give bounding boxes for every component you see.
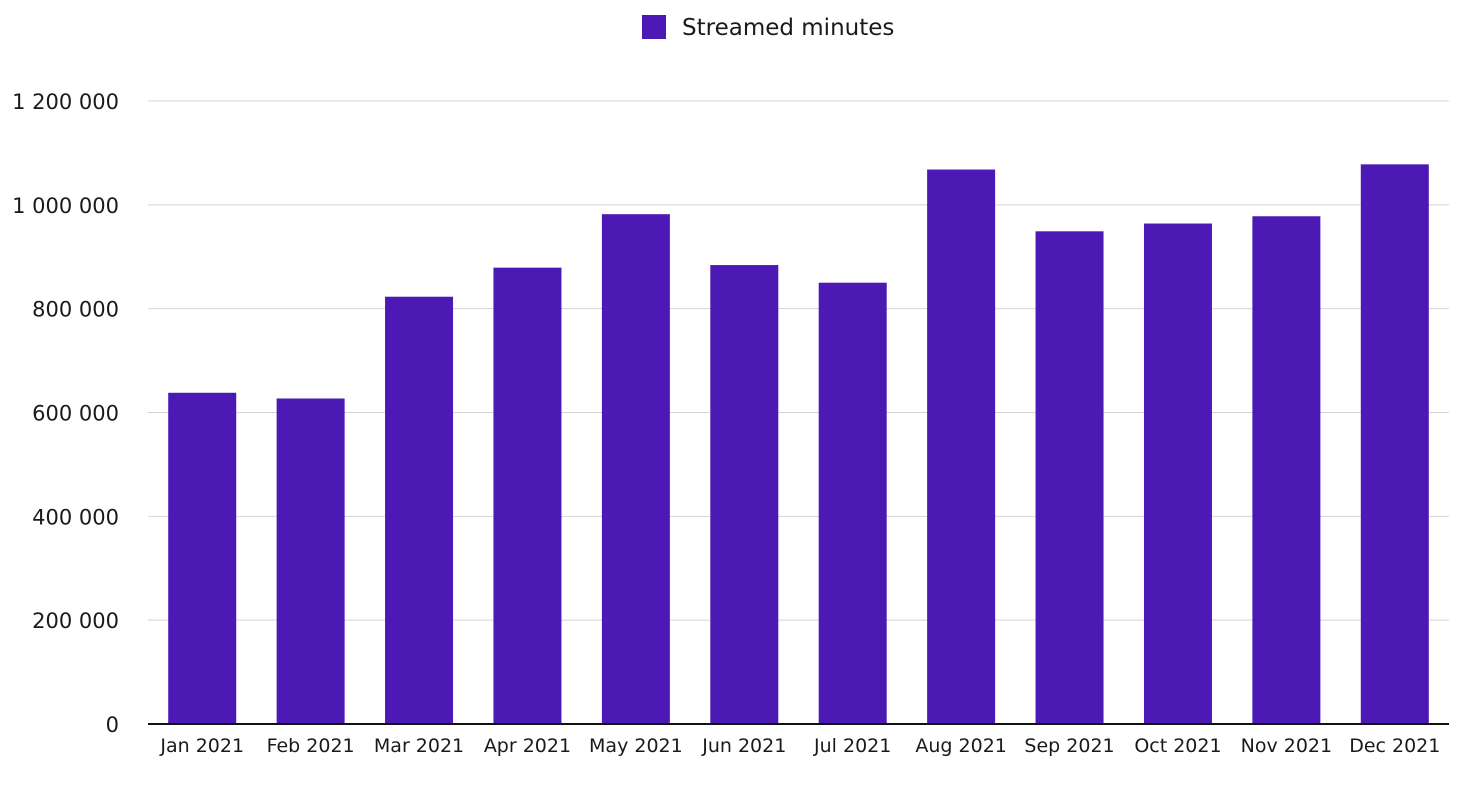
x-tick-label: Mar 2021 — [374, 735, 464, 757]
x-tick-label: May 2021 — [589, 735, 683, 757]
bars — [168, 164, 1429, 725]
x-tick-label: Aug 2021 — [915, 735, 1007, 757]
bar-may-2021 — [601, 214, 670, 724]
x-axis-ticks: Jan 2021 Feb 2021 Mar 2021 Apr 2021 May 2021… — [159, 735, 1440, 757]
bar-oct-2021 — [1143, 223, 1212, 725]
y-tick-label: 1 200 000 — [12, 90, 119, 114]
bar-sep-2021 — [1035, 231, 1104, 724]
x-tick-label: Dec 2021 — [1349, 735, 1440, 757]
x-tick-label: Jul 2021 — [813, 735, 891, 757]
x-tick-label: Jun 2021 — [701, 735, 786, 757]
bar-jan-2021 — [168, 392, 237, 724]
y-tick-label: 800 000 — [32, 298, 119, 322]
bar-mar-2021 — [385, 296, 454, 724]
bar-jul-2021 — [818, 282, 887, 724]
y-tick-label: 1 000 000 — [12, 194, 119, 218]
x-tick-label: Jan 2021 — [159, 735, 244, 757]
bar-feb-2021 — [276, 398, 345, 724]
x-tick-label: Apr 2021 — [484, 735, 571, 757]
x-tick-label: Nov 2021 — [1241, 735, 1332, 757]
x-tick-label: Feb 2021 — [267, 735, 355, 757]
bar-jun-2021 — [710, 265, 779, 724]
bar-aug-2021 — [927, 169, 996, 724]
legend-label: Streamed minutes — [682, 15, 894, 41]
bar-nov-2021 — [1252, 216, 1321, 724]
y-tick-label: 200 000 — [32, 609, 119, 633]
bar-apr-2021 — [493, 267, 562, 724]
y-tick-label: 400 000 — [32, 505, 119, 529]
x-tick-label: Sep 2021 — [1024, 735, 1114, 757]
legend-swatch — [642, 15, 666, 39]
y-tick-label: 600 000 — [32, 402, 119, 426]
y-tick-label: 0 — [106, 713, 119, 737]
y-axis-ticks: 0 200 000 400 000 600 000 800 000 1 000 000 1 … — [12, 90, 119, 737]
x-tick-label: Oct 2021 — [1134, 735, 1221, 757]
legend: Streamed minutes — [642, 15, 894, 41]
bar-dec-2021 — [1360, 164, 1429, 725]
gridlines — [148, 100, 1449, 621]
